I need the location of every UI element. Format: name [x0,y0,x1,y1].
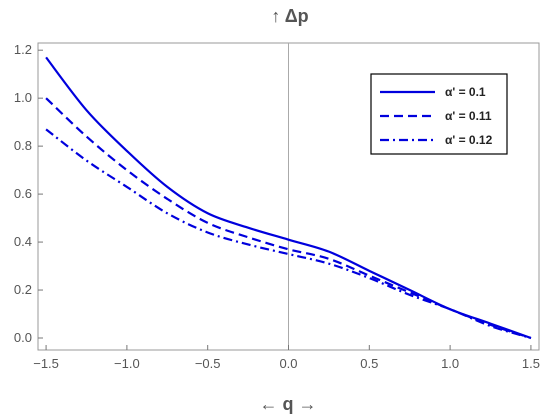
y-tick-label: 1.0 [14,90,32,105]
y-tick-label: 0.6 [14,186,32,201]
x-tick-label: −0.5 [195,356,221,371]
y-tick-label: 0.2 [14,282,32,297]
legend-label: α' = 0.1 [445,85,486,99]
x-tick-label: 0.0 [279,356,297,371]
series-line-3 [45,128,532,340]
y-axis-title: ↑ Δp [271,6,308,26]
legend-label: α' = 0.11 [445,109,492,123]
x-tick-label: −1.0 [114,356,140,371]
x-axis-title: ← q → [260,394,317,414]
y-tick-label: 1.2 [14,42,32,57]
x-tick-label: 1.5 [522,356,540,371]
x-tick-label: 0.5 [360,356,378,371]
legend-label: α' = 0.12 [445,133,493,147]
y-tick-label: 0.4 [14,234,32,249]
y-tick-label: 0.0 [14,330,32,345]
x-tick-label: −1.5 [33,356,59,371]
y-tick-label: 0.8 [14,138,32,153]
series-line-2 [45,97,532,340]
legend: α' = 0.1 α' = 0.11 α' = 0.12 [370,73,508,155]
x-tick-label: 1.0 [441,356,459,371]
